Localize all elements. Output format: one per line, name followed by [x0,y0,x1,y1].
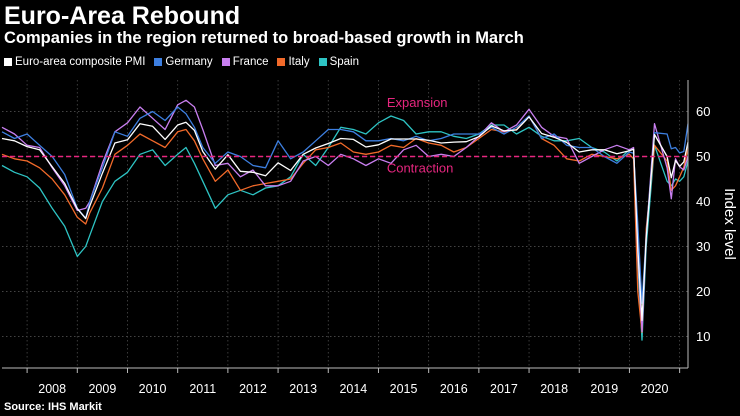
legend-item: France [221,56,269,68]
legend-swatch [318,58,327,66]
legend-swatch [154,58,163,66]
axis-layer: 10 20 30 40 50 60 2008 2009 2010 2011 2012 2013 2014… [2,80,738,396]
x-tick-label: 2012 [239,382,267,396]
grid-layer [2,80,688,368]
y-tick-label: 20 [696,284,710,299]
x-tick-label: 2020 [641,382,669,396]
x-tick-label: 2015 [390,382,418,396]
legend-item: Euro-area composite PMI [4,56,145,68]
legend-item: Germany [154,56,213,68]
legend-swatch [4,58,12,66]
x-tick-label: 2014 [339,382,367,396]
y-axis-title: Index level [721,188,738,260]
chart-title: Euro-Area Rebound [4,2,241,30]
x-tick-label: 2011 [189,382,216,396]
y-tick-label: 30 [696,239,710,254]
series-line-germany [1,106,689,304]
annotation-expansion: Expansion [387,95,448,110]
series-layer [1,99,689,341]
annotation-layer: Expansion Contraction [2,95,688,175]
annotation-contraction: Contraction [387,160,453,175]
legend-swatch [221,58,230,66]
y-tick-label: 60 [696,104,710,119]
y-tick-label: 50 [696,149,710,164]
legend-label: Germany [165,56,213,68]
series-line-spain [1,115,689,341]
y-tick-label: 10 [696,329,710,344]
source-note: Source: IHS Markit [4,401,102,413]
legend-item: Italy [277,56,310,68]
x-tick-label: 2009 [88,382,116,396]
x-tick-label: 2017 [490,382,518,396]
series-line-france [1,99,689,333]
chart-legend: Euro-area composite PMI Germany France Ital… [4,54,368,70]
chart-subtitle: Companies in the region returned to broa… [4,29,524,47]
series-line-italy [1,115,689,334]
legend-label: Euro-area composite PMI [15,56,146,68]
x-tick-label: 2018 [540,382,568,396]
y-tick-label: 40 [696,194,710,209]
x-tick-label: 2008 [38,382,66,396]
x-tick-label: 2013 [289,382,317,396]
legend-label: Italy [288,56,310,68]
legend-swatch [277,58,286,66]
legend-label: France [232,56,269,68]
x-tick-label: 2019 [590,382,618,396]
x-tick-label: 2016 [440,382,468,396]
legend-label: Spain [329,56,359,68]
series-line-euro-area-composite-pmi [1,116,689,321]
legend-item: Spain [318,56,359,68]
x-tick-label: 2010 [139,382,167,396]
